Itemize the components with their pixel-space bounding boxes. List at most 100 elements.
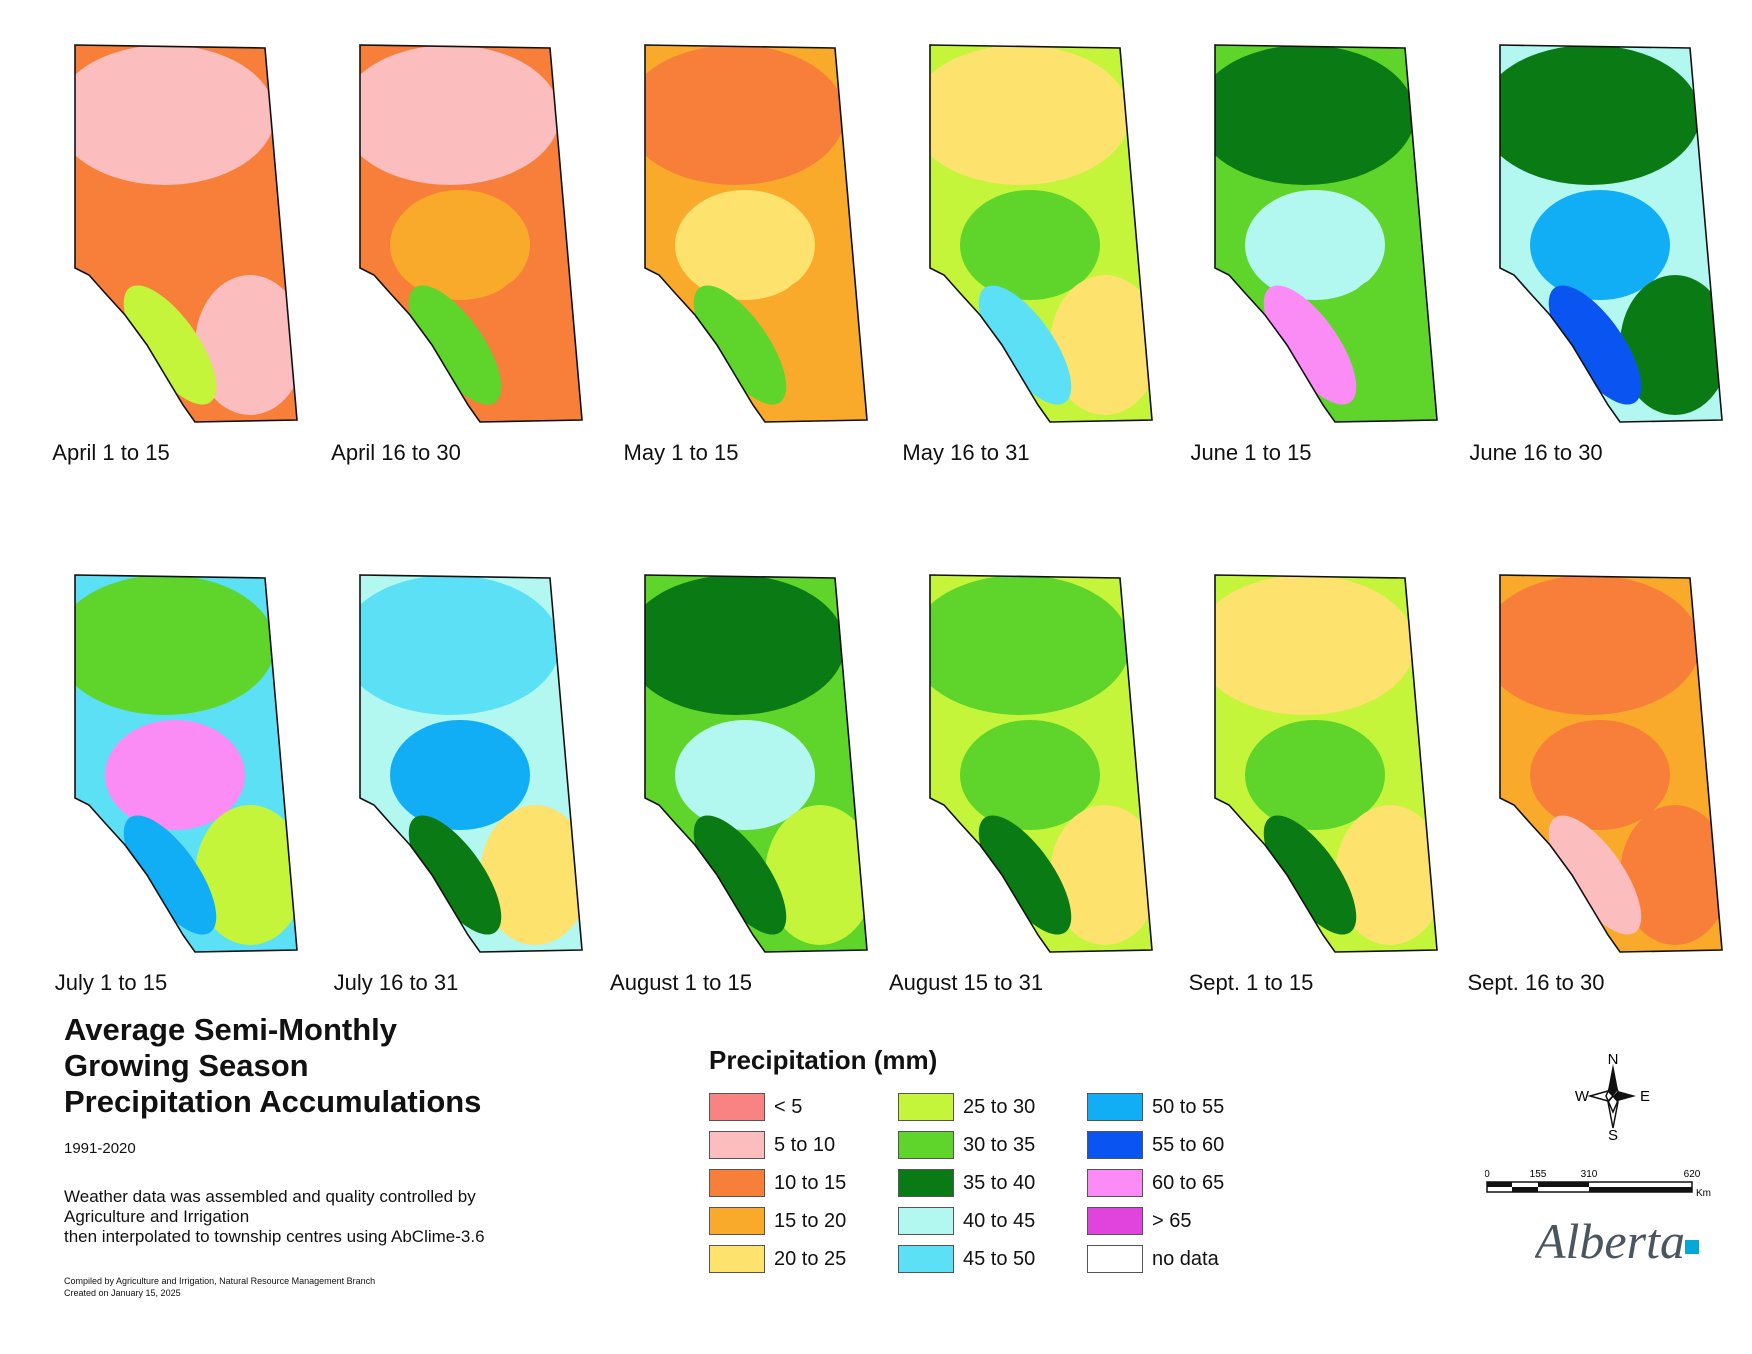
legend-item: 60 to 65 (1087, 1164, 1276, 1202)
map-zone (480, 805, 582, 945)
credit-line: Created on January 15, 2025 (64, 1288, 181, 1298)
province-map: August 1 to 15 (610, 574, 868, 995)
legend-item: 10 to 15 (709, 1164, 898, 1202)
scale-bar: 0 155 310 620 Km (1485, 1169, 1711, 1199)
legend-label: 20 to 25 (774, 1247, 847, 1270)
legend: Precipitation (mm) < 5 5 to 10 10 to 15 15 … (709, 1045, 1269, 1278)
legend-item: 35 to 40 (898, 1164, 1087, 1202)
legend-label: 30 to 35 (963, 1133, 1036, 1156)
province-outline (359, 44, 583, 423)
legend-swatch (898, 1169, 954, 1197)
map-zone (1263, 285, 1357, 405)
province-outline (74, 44, 298, 423)
province-outline (74, 574, 298, 953)
legend-item: < 5 (709, 1088, 898, 1126)
province-map: Sept. 16 to 30 (1468, 574, 1723, 995)
map-label: August 15 to 31 (889, 970, 1043, 995)
scale-tick-label: 0 (1485, 1169, 1490, 1180)
legend-label: 25 to 30 (963, 1095, 1036, 1118)
legend-label: 60 to 65 (1152, 1171, 1225, 1194)
map-zone (1500, 45, 1700, 185)
legend-item: 20 to 25 (709, 1240, 898, 1278)
legend-swatch (709, 1207, 765, 1235)
map-zone (1215, 45, 1415, 185)
map-panels: April 1 to 15 April 16 to 30 May 1 to 15 Ma… (52, 44, 1723, 995)
map-zone (1548, 285, 1642, 405)
legend-item: 25 to 30 (898, 1088, 1087, 1126)
legend-label: 5 to 10 (774, 1133, 836, 1156)
map-zone (978, 285, 1072, 405)
map-label: July 1 to 15 (55, 970, 168, 995)
legend-item: 30 to 35 (898, 1126, 1087, 1164)
map-zone (123, 285, 217, 405)
legend-swatch (709, 1169, 765, 1197)
map-title: Average Semi-Monthly Growing Season Prec… (64, 1012, 624, 1120)
legend-label: no data (1152, 1247, 1219, 1270)
province-map: May 16 to 31 (902, 44, 1153, 465)
map-label: June 16 to 30 (1469, 440, 1602, 465)
legend-item: 5 to 10 (709, 1126, 898, 1164)
map-zone (1620, 275, 1722, 415)
note-line: Agriculture and Irrigation (64, 1207, 250, 1226)
title-line: Average Semi-Monthly (64, 1012, 398, 1047)
data-note: Weather data was assembled and quality c… (64, 1187, 584, 1247)
legend-label: 55 to 60 (1152, 1133, 1225, 1156)
map-label: May 16 to 31 (902, 440, 1029, 465)
legend-swatch (1087, 1131, 1143, 1159)
map-zone (1530, 720, 1670, 830)
province-outline (644, 574, 868, 953)
province-map: June 16 to 30 (1469, 44, 1723, 465)
legend-swatch (709, 1131, 765, 1159)
map-zone (930, 45, 1130, 185)
note-line: Weather data was assembled and quality c… (64, 1187, 476, 1206)
map-zone (390, 720, 530, 830)
title-line: Precipitation Accumulations (64, 1084, 482, 1119)
legend-label: 50 to 55 (1152, 1095, 1225, 1118)
map-label: July 16 to 31 (334, 970, 459, 995)
map-zone (360, 45, 560, 185)
legend-swatch (1087, 1207, 1143, 1235)
compass-n: N (1608, 1052, 1619, 1068)
province-outline (359, 574, 583, 953)
province-map: Sept. 1 to 15 (1189, 574, 1438, 995)
north-arrow-compass: N S W E (1575, 1052, 1650, 1142)
province-outline (929, 574, 1153, 953)
legend-grid: < 5 5 to 10 10 to 15 15 to 20 20 to 25 25 to … (709, 1088, 1269, 1278)
map-zone (360, 575, 560, 715)
title-line: Growing Season (64, 1048, 309, 1083)
logo-text: Alberta (1535, 1213, 1685, 1269)
map-zone (960, 190, 1100, 300)
compass-e: E (1640, 1088, 1650, 1105)
province-outline (929, 44, 1153, 423)
map-zone (645, 575, 845, 715)
map-zone (930, 575, 1130, 715)
compass-s: S (1608, 1127, 1618, 1142)
map-zone (105, 720, 245, 830)
map-zone (693, 285, 787, 405)
legend-item: 15 to 20 (709, 1202, 898, 1240)
legend-label: 10 to 15 (774, 1171, 847, 1194)
province-outline (1214, 44, 1438, 423)
province-map: June 1 to 15 (1190, 44, 1438, 465)
legend-title: Precipitation (mm) (709, 1045, 938, 1075)
map-zone (1245, 720, 1385, 830)
map-zone (408, 285, 502, 405)
note-line: then interpolated to township centres us… (64, 1227, 485, 1246)
map-zone (1500, 575, 1700, 715)
logo-square-icon (1685, 1240, 1699, 1254)
map-zone (1263, 815, 1357, 935)
legend-swatch (898, 1131, 954, 1159)
province-outline (644, 44, 868, 423)
province-map: April 1 to 15 (52, 44, 298, 465)
map-label: April 1 to 15 (52, 440, 169, 465)
province-map: July 1 to 15 (55, 574, 298, 995)
province-map: August 15 to 31 (889, 574, 1153, 995)
legend-swatch (898, 1245, 954, 1273)
legend-label: 45 to 50 (963, 1247, 1036, 1270)
map-zone (675, 720, 815, 830)
map-zone (390, 190, 530, 300)
map-zone (693, 815, 787, 935)
province-outline (1214, 574, 1438, 953)
legend-swatch (1087, 1245, 1143, 1273)
legend-swatch (1087, 1169, 1143, 1197)
